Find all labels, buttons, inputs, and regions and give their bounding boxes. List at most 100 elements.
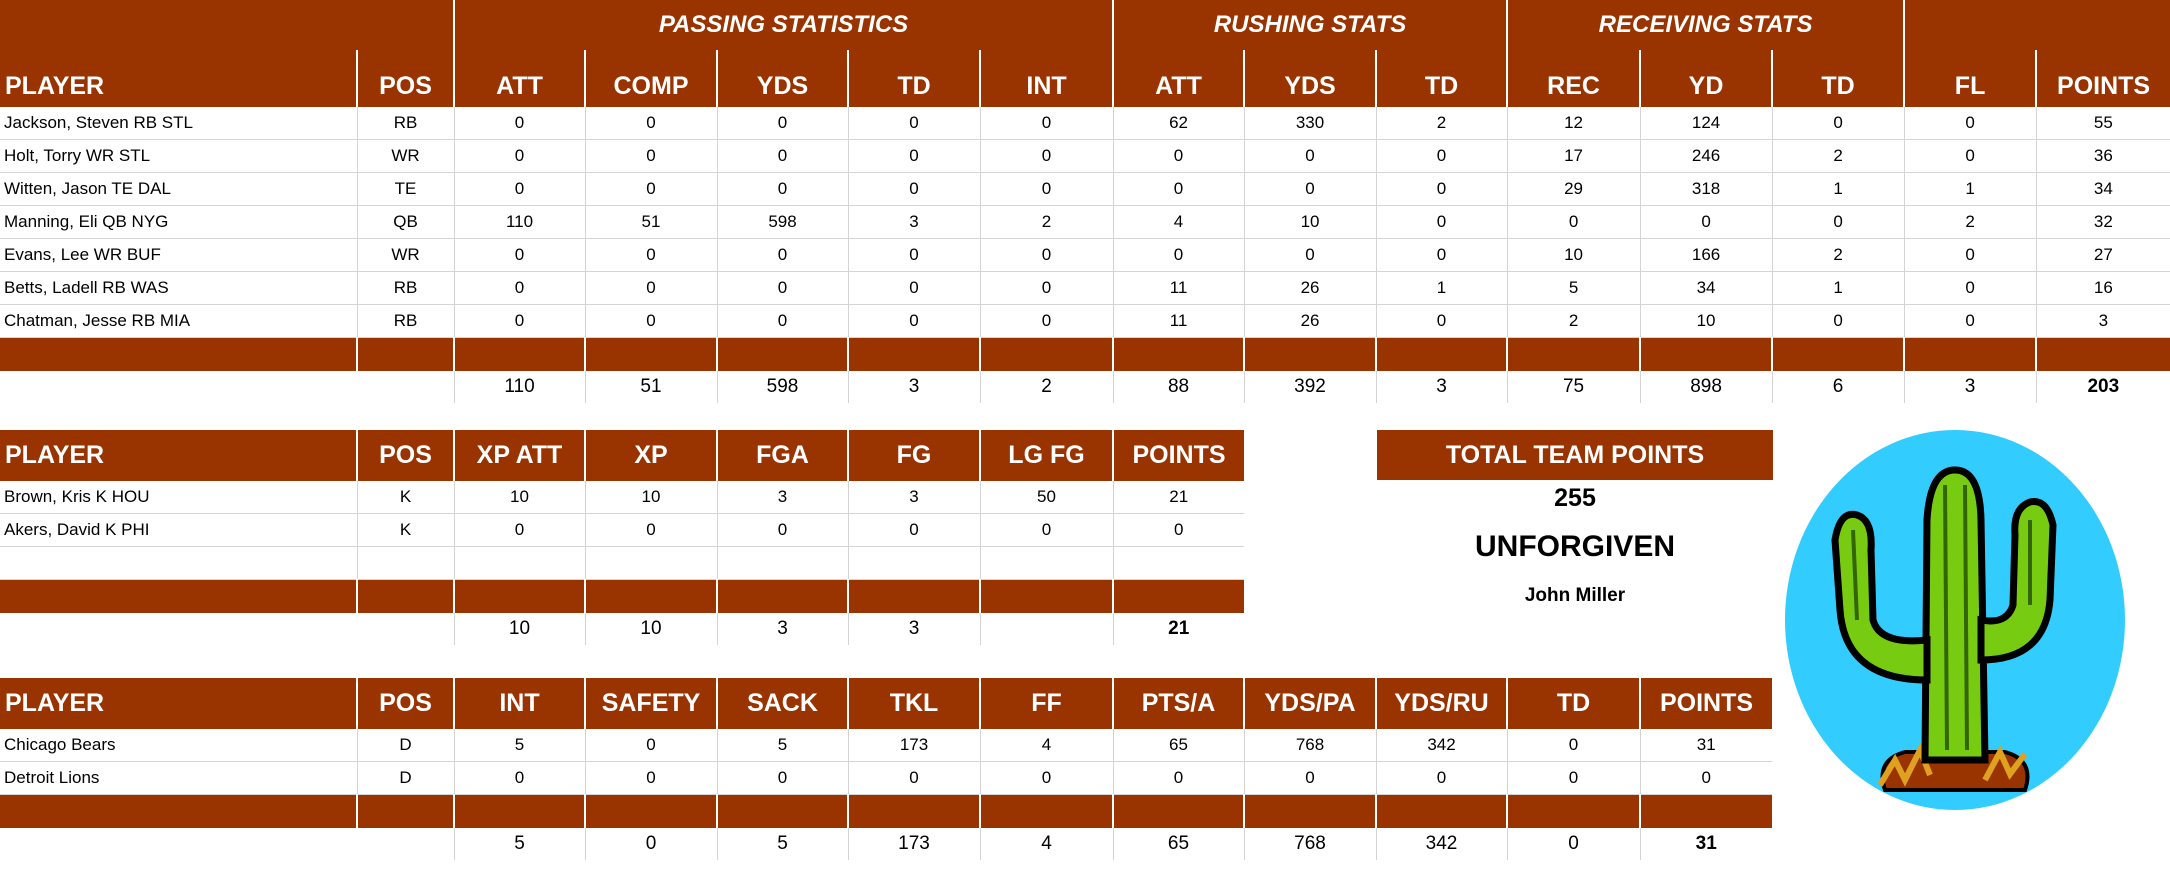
stat-cell: 0 <box>453 238 585 272</box>
column-header[interactable]: POS <box>356 678 454 729</box>
stat-cell: 0 <box>716 238 848 272</box>
stat-cell: 11 <box>1112 271 1245 305</box>
column-header[interactable]: PLAYER <box>0 430 357 481</box>
column-header[interactable]: FGA <box>716 430 848 481</box>
column-header[interactable]: YD <box>1639 50 1773 107</box>
stat-cell: 0 <box>979 271 1114 305</box>
column-header[interactable]: TD <box>1506 678 1640 729</box>
stat-cell: 2 <box>1771 238 1905 272</box>
column-header[interactable]: ATT <box>453 50 585 107</box>
column-header[interactable]: PLAYER <box>0 678 357 729</box>
column-header[interactable]: ATT <box>1112 50 1245 107</box>
column-header[interactable]: YDS/PA <box>1243 678 1376 729</box>
stat-cell: 2 <box>1903 205 2037 239</box>
column-header[interactable]: POINTS <box>1112 430 1244 481</box>
column-header[interactable]: FF <box>979 678 1113 729</box>
stat-cell: 0 <box>1112 172 1245 206</box>
bar-cell <box>1639 337 1773 371</box>
stat-cell: 0 <box>716 139 848 173</box>
separator-bar <box>0 337 2170 371</box>
stat-cell: 12 <box>1506 107 1641 140</box>
total-cell: 5 <box>453 828 585 860</box>
table-row: Brown, Kris K HOU K 10 10 3 3 50 21 <box>0 481 1244 514</box>
group-header: RECEIVING STATS <box>1506 0 1905 50</box>
group-header: RUSHING STATS <box>1112 0 1508 50</box>
stat-cell: 0 <box>1639 761 1772 795</box>
total-cell: 10 <box>584 613 717 645</box>
column-header[interactable]: POINTS <box>2035 50 2170 107</box>
bar-cell <box>0 579 357 613</box>
total-cell <box>0 613 357 645</box>
stat-cell: 11 <box>1112 304 1245 338</box>
column-header[interactable]: YDS/RU <box>1375 678 1507 729</box>
column-header[interactable]: FL <box>1903 50 2037 107</box>
column-header[interactable]: PTS/A <box>1112 678 1244 729</box>
bar-cell <box>716 794 848 828</box>
stat-cell: 0 <box>716 761 848 795</box>
stat-cell: 173 <box>847 729 980 762</box>
column-header[interactable]: COMP <box>584 50 717 107</box>
separator-bar <box>0 579 1244 613</box>
bar-cell <box>1506 794 1640 828</box>
column-header[interactable]: FG <box>847 430 980 481</box>
group-header-row: PASSING STATISTICS RUSHING STATS RECEIVING… <box>0 0 2170 50</box>
table-row: Akers, David K PHI K 0 0 0 0 0 0 <box>0 513 1244 547</box>
total-cell: 75 <box>1506 371 1641 403</box>
stat-cell: 10 <box>1639 304 1773 338</box>
stat-cell: 0 <box>584 107 717 140</box>
column-header[interactable]: SAFETY <box>584 678 717 729</box>
column-header[interactable]: LG FG <box>979 430 1113 481</box>
player-name-cell: Detroit Lions <box>0 761 357 795</box>
total-cell: 21 <box>1112 613 1244 645</box>
column-header[interactable]: TD <box>1375 50 1508 107</box>
stat-cell: 0 <box>1112 761 1244 795</box>
column-header[interactable]: TD <box>847 50 980 107</box>
stat-cell: 2 <box>1375 107 1508 140</box>
stat-cell: 0 <box>979 172 1114 206</box>
stat-cell: 0 <box>847 271 980 305</box>
column-header[interactable]: XP <box>584 430 717 481</box>
column-header[interactable]: SACK <box>716 678 848 729</box>
bar-cell <box>584 794 717 828</box>
stat-cell <box>847 546 980 580</box>
bar-cell <box>1771 337 1905 371</box>
stat-cell: 5 <box>453 729 585 762</box>
bar-cell <box>356 337 454 371</box>
column-header[interactable]: YDS <box>716 50 848 107</box>
stat-cell: 0 <box>1375 304 1508 338</box>
stat-cell: 0 <box>1506 205 1641 239</box>
stat-cell: 330 <box>1243 107 1377 140</box>
stat-cell: 10 <box>1243 205 1377 239</box>
bar-cell <box>1506 337 1641 371</box>
total-cell: 768 <box>1243 828 1376 860</box>
stat-cell: 0 <box>453 513 585 547</box>
stat-cell: 0 <box>584 238 717 272</box>
bar-cell <box>584 337 717 371</box>
stat-cell: 0 <box>979 761 1113 795</box>
stat-cell: WR <box>356 238 454 272</box>
stat-cell: 0 <box>584 513 717 547</box>
column-header[interactable]: REC <box>1506 50 1641 107</box>
column-header[interactable]: INT <box>453 678 585 729</box>
column-header[interactable]: POINTS <box>1639 678 1772 729</box>
column-header[interactable]: INT <box>978 50 1114 107</box>
stat-cell: 0 <box>979 238 1114 272</box>
total-cell <box>0 828 357 860</box>
table-row: Chicago Bears D 5 0 5 173 4 65 768 342 0 31 <box>0 729 1772 762</box>
column-header[interactable]: POS <box>356 50 454 107</box>
stat-cell: 0 <box>1243 139 1377 173</box>
column-header[interactable]: PLAYER <box>0 50 357 107</box>
column-header[interactable]: TD <box>1771 50 1905 107</box>
kicker-stats-table: PLAYER POS XP ATT XP FGA FG LG FG POINTS Brown, … <box>0 430 1244 645</box>
column-header[interactable]: XP ATT <box>453 430 585 481</box>
stat-cell: 29 <box>1506 172 1641 206</box>
column-header[interactable]: YDS <box>1243 50 1377 107</box>
stat-cell: 0 <box>1243 238 1377 272</box>
totals-row: 5 0 5 173 4 65 768 342 0 31 <box>0 828 1772 860</box>
stat-cell: 0 <box>1903 238 2037 272</box>
stat-cell: 5 <box>716 729 848 762</box>
column-header[interactable]: POS <box>356 430 454 481</box>
column-header[interactable]: TKL <box>847 678 980 729</box>
bar-cell <box>1243 337 1377 371</box>
stat-cell: 0 <box>1375 172 1508 206</box>
